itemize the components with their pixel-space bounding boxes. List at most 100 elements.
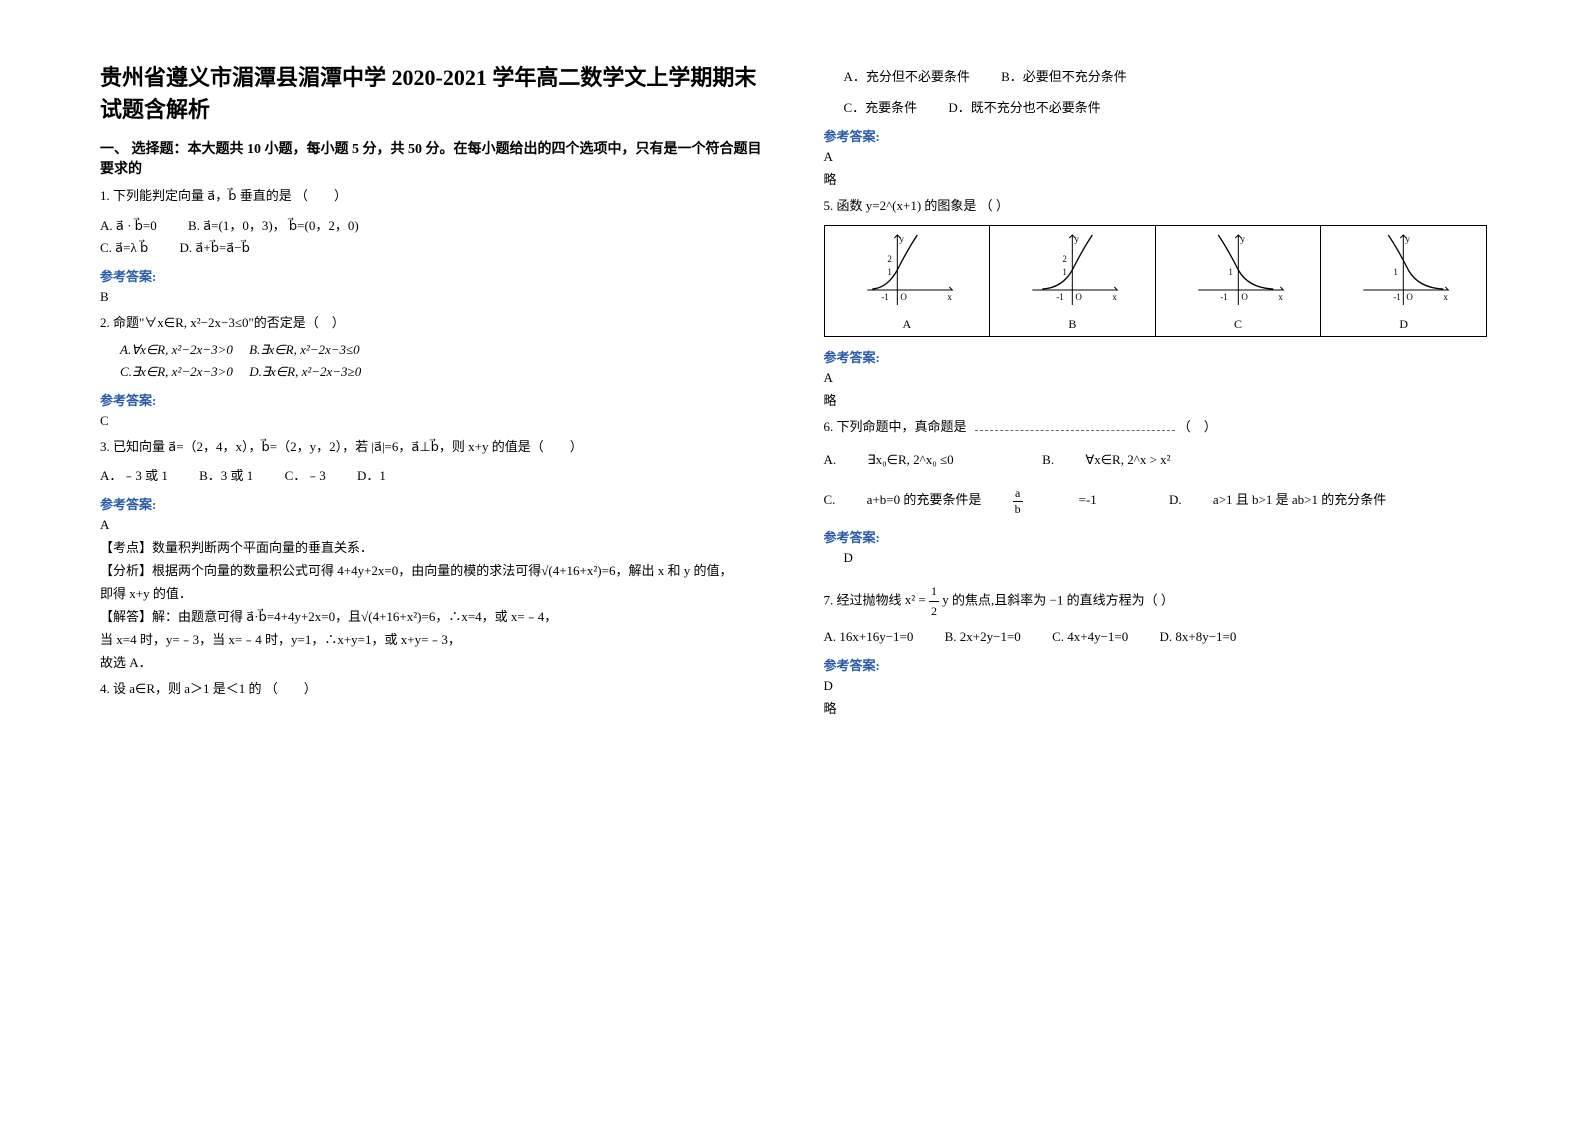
q4-note: 略	[824, 169, 1488, 188]
q4-opt-b: B．必要但不充分条件	[1001, 69, 1127, 84]
q6-opt-d: D. a>1 且 b>1 是 ab>1 的充分条件	[1169, 492, 1414, 507]
q7-opt-b: B. 2x+2y−1=0	[945, 629, 1021, 644]
q2-opt-b: B.∃x∈R, x²−2x−3≤0	[249, 342, 360, 357]
q1-opt-b: B. a⃗=(1，0，3)， b⃗=(0，2，0)	[188, 218, 359, 233]
q1-stem: 1. 下列能判定向量 a⃗，b⃗ 垂直的是 （ ）	[100, 186, 764, 207]
q1-opt-d: D. a⃗+b⃗=a⃗−b⃗	[180, 240, 250, 255]
q1-opt-c: C. a⃗=λ b⃗	[100, 240, 148, 255]
q6-ans-label: 参考答案:	[824, 527, 1488, 546]
q7-answer: D	[824, 678, 1488, 694]
q3-kaodian-text: 数量积判断两个平面向量的垂直关系．	[152, 540, 373, 555]
q6-opt-b: B. ∀x∈R, 2^x > x²	[1042, 452, 1198, 467]
q3-fenxi-text: 根据两个向量的数量积公式可得 4+4y+2x=0，由向量的模的求法可得√(4+1…	[152, 563, 732, 578]
q2-opt-a: A.∀x∈R, x²−2x−3>0	[120, 342, 233, 357]
svg-text:1: 1	[1394, 267, 1399, 277]
graph-d: y x O -1 1 D	[1321, 226, 1486, 336]
svg-text:2: 2	[887, 254, 892, 264]
right-column: A．充分但不必要条件 B．必要但不充分条件 C．充要条件 D．既不充分也不必要条…	[824, 60, 1488, 721]
graph-a-label: A	[829, 317, 986, 332]
q5-ans-label: 参考答案:	[824, 347, 1488, 366]
svg-text:2: 2	[1062, 254, 1067, 264]
q3-opt-a: A．﹣3 或 1	[100, 468, 168, 483]
q2-ans-label: 参考答案:	[100, 390, 764, 409]
q3-jieda3: 故选 A．	[100, 652, 764, 671]
q4-stem: 4. 设 a∈R，则 a＞1 是＜1 的 （ ）	[100, 679, 764, 700]
q4-opt-d: D．既不充分也不必要条件	[948, 100, 1100, 115]
svg-text:-1: -1	[881, 292, 889, 302]
q4-opt-c: C．充要条件	[844, 100, 918, 115]
q3-jieda-label: 【解答】	[100, 609, 152, 624]
q6-answer: D	[844, 550, 1488, 566]
graph-b: y x O -1 1 2 B	[990, 226, 1156, 336]
exam-page: 贵州省遵义市湄潭县湄潭中学 2020-2021 学年高二数学文上学期期末试题含解…	[0, 0, 1587, 781]
svg-text:y: y	[1074, 234, 1079, 244]
q3-ans-label: 参考答案:	[100, 494, 764, 513]
graph-a: y x O -1 1 2 A	[825, 226, 991, 336]
q4-options-ab: A．充分但不必要条件 B．必要但不充分条件	[844, 66, 1488, 85]
left-column: 贵州省遵义市湄潭县湄潭中学 2020-2021 学年高二数学文上学期期末试题含解…	[100, 60, 764, 721]
q1-options-ab: A. a⃗ · b⃗=0 B. a⃗=(1，0，3)， b⃗=(0，2，0)	[100, 215, 764, 234]
q3-jieda2: 当 x=4 时，y=﹣3，当 x=﹣4 时，y=1，∴x+y=1，或 x+y=﹣…	[100, 629, 764, 648]
svg-text:-1: -1	[1220, 292, 1228, 302]
graph-b-label: B	[994, 317, 1151, 332]
q1-opt-a: A. a⃗ · b⃗=0	[100, 218, 157, 233]
svg-text:O: O	[1407, 292, 1414, 302]
graph-c: y x O -1 1 C	[1156, 226, 1322, 336]
q3-fenxi2: 即得 x+y 的值．	[100, 583, 764, 602]
q1-answer: B	[100, 289, 764, 305]
q3-opt-c: C．﹣3	[285, 468, 326, 483]
page-title: 贵州省遵义市湄潭县湄潭中学 2020-2021 学年高二数学文上学期期末试题含解…	[100, 60, 764, 124]
svg-text:-1: -1	[1056, 292, 1064, 302]
graph-b-svg: y x O -1 1 2	[994, 230, 1151, 310]
q5-note: 略	[824, 390, 1488, 409]
svg-text:1: 1	[1062, 267, 1067, 277]
graph-d-label: D	[1325, 317, 1482, 332]
svg-text:1: 1	[1228, 267, 1233, 277]
q3-fenxi: 【分析】根据两个向量的数量积公式可得 4+4y+2x=0，由向量的模的求法可得√…	[100, 560, 764, 579]
q3-fenxi-label: 【分析】	[100, 563, 152, 578]
q7-ans-label: 参考答案:	[824, 655, 1488, 674]
svg-text:x: x	[1278, 292, 1283, 302]
q6-opt-a: A. ∃x₀∈R, 2^x₀ ≤0	[824, 452, 982, 467]
q2-opt-c: C.∃x∈R, x²−2x−3>0	[120, 364, 233, 379]
q3-stem: 3. 已知向量 a⃗=（2，4，x），b⃗=（2，y，2），若 |a⃗|=6，a…	[100, 437, 764, 458]
q7-note: 略	[824, 698, 1488, 717]
q7-opt-a: A. 16x+16y−1=0	[824, 629, 914, 644]
q4-ans-label: 参考答案:	[824, 126, 1488, 145]
svg-text:x: x	[1112, 292, 1117, 302]
q7-stem: 7. 经过抛物线 x² = 12 y 的焦点,且斜率为 −1 的直线方程为（ ）	[824, 582, 1488, 621]
graph-c-svg: y x O -1 1	[1160, 230, 1317, 310]
q3-kaodian: 【考点】数量积判断两个平面向量的垂直关系．	[100, 537, 764, 556]
svg-text:O: O	[1075, 292, 1082, 302]
svg-text:-1: -1	[1394, 292, 1402, 302]
q1-ans-label: 参考答案:	[100, 266, 764, 285]
svg-text:y: y	[899, 234, 904, 244]
q6-dotted-line	[975, 430, 1175, 431]
q3-options: A．﹣3 或 1 B．3 或 1 C．﹣3 D．1	[100, 465, 764, 484]
svg-text:1: 1	[887, 267, 892, 277]
q1-options-cd: C. a⃗=λ b⃗ D. a⃗+b⃗=a⃗−b⃗	[100, 240, 764, 256]
q3-jieda: 【解答】解：由题意可得 a⃗·b⃗=4+4y+2x=0，且√(4+16+x²)=…	[100, 606, 764, 625]
q3-opt-b: B．3 或 1	[199, 468, 253, 483]
section-1-header: 一、 选择题：本大题共 10 小题，每小题 5 分，共 50 分。在每小题给出的…	[100, 138, 764, 178]
q6-options-ab: A. ∃x₀∈R, 2^x₀ ≤0 B. ∀x∈R, 2^x > x²	[824, 452, 1488, 468]
q2-stem: 2. 命题"∀x∈R, x²−2x−3≤0"的否定是（ ）	[100, 313, 764, 334]
q7-stem-pre: 7. 经过抛物线	[824, 592, 905, 607]
q6-opt-c: C. a+b=0 的充要条件是 ab=-1	[824, 492, 1129, 507]
q3-jieda-text: 解：由题意可得 a⃗·b⃗=4+4y+2x=0，且√(4+16+x²)=6，∴x…	[152, 609, 557, 624]
svg-text:x: x	[1444, 292, 1449, 302]
svg-text:y: y	[1406, 234, 1411, 244]
graph-a-svg: y x O -1 1 2	[829, 230, 986, 310]
graph-c-label: C	[1160, 317, 1317, 332]
svg-text:x: x	[947, 292, 952, 302]
q5-stem: 5. 函数 y=2^(x+1) 的图象是 （ ）	[824, 196, 1488, 217]
q3-kaodian-label: 【考点】	[100, 540, 152, 555]
q7-opt-c: C. 4x+4y−1=0	[1052, 629, 1128, 644]
q6-options-cd: C. a+b=0 的充要条件是 ab=-1 D. a>1 且 b>1 是 ab>…	[824, 486, 1488, 517]
q4-answer: A	[824, 149, 1488, 165]
q7-options: A. 16x+16y−1=0 B. 2x+2y−1=0 C. 4x+4y−1=0…	[824, 629, 1488, 645]
q2-options-ab: A.∀x∈R, x²−2x−3>0 B.∃x∈R, x²−2x−3≤0	[120, 342, 764, 358]
q7-opt-d: D. 8x+8y−1=0	[1159, 629, 1236, 644]
svg-text:O: O	[1241, 292, 1248, 302]
q4-options-cd: C．充要条件 D．既不充分也不必要条件	[844, 97, 1488, 116]
